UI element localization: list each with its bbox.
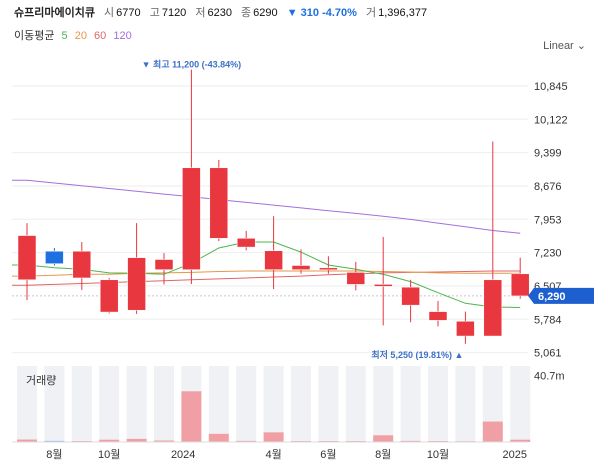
x-tick-label: 8월 <box>46 448 62 461</box>
y-tick-label: 5,784 <box>534 314 562 326</box>
low-label: 저 <box>195 7 206 19</box>
current-price-tag <box>528 287 594 304</box>
volume-column-bg <box>17 366 37 442</box>
volume-title: 거래량 <box>26 375 57 387</box>
candle-body <box>99 279 119 313</box>
volume-column-bg <box>400 366 421 442</box>
y-tick-label: 10,845 <box>534 81 568 93</box>
volume-column-bg <box>208 366 229 442</box>
chart-header: 슈프리마에이치큐 시 6770 고 7120 저 6230 종 6290 ▼ 310 -… <box>0 0 600 58</box>
high-label: 고 <box>149 7 160 19</box>
volume-bar <box>400 440 421 442</box>
volume-bar <box>236 440 257 442</box>
x-tick-label: 6월 <box>320 448 336 461</box>
volume-column-bg <box>318 366 339 442</box>
volume-value: 1,396,377 <box>378 7 428 19</box>
y-tick-label: 8,676 <box>534 181 562 193</box>
candle-body <box>346 272 366 285</box>
y-tick-label: 7,230 <box>534 248 562 260</box>
min-price-annotation: 최저 5,250 (19.81%) ▲ <box>371 349 463 360</box>
volume-bar <box>181 391 202 442</box>
volume-bar <box>44 440 65 442</box>
volume-column-bg <box>99 366 120 442</box>
x-tick-label: 8월 <box>375 448 391 461</box>
candle-body <box>319 267 338 271</box>
stock-name: 슈프리마에이치큐 <box>14 7 95 19</box>
volume-column-bg <box>373 366 394 442</box>
candle-body <box>209 167 229 239</box>
volume-bar <box>482 421 503 442</box>
volume-column-bg <box>428 366 448 442</box>
low-value: 6230 <box>207 7 232 19</box>
candle-body <box>401 286 420 306</box>
max-price-annotation: ▼ 최고 11,200 (-43.84%) <box>142 59 242 70</box>
volume-column-bg <box>455 366 476 442</box>
chart-labels: 10,84510,1229,3998,6767,9537,2306,5075,7… <box>46 59 594 461</box>
candle-body <box>45 250 64 264</box>
price-grid <box>12 85 528 354</box>
moving-average-lines <box>12 179 521 308</box>
candle-body <box>510 273 530 297</box>
y-tick-label: 10,122 <box>534 114 568 126</box>
volume-column-bg <box>263 366 284 442</box>
volume-area <box>12 366 531 443</box>
ma20-label: 20 <box>74 30 87 42</box>
candle-body <box>456 321 475 337</box>
candle-body <box>428 311 448 321</box>
volume-bar <box>154 440 174 442</box>
x-tick-label: 4월 <box>265 448 281 461</box>
volume-column-bg <box>71 366 92 442</box>
y-tick-label: 5,061 <box>534 348 562 360</box>
x-tick-label: 2024 <box>171 449 195 461</box>
close-label: 종 <box>241 7 252 19</box>
ma60-label: 60 <box>94 30 107 42</box>
volume-bar <box>373 435 394 442</box>
ma5-label: 5 <box>61 30 68 42</box>
candle-body <box>72 250 92 279</box>
y-tick-label: 7,953 <box>534 214 562 226</box>
volume-bar <box>126 438 147 442</box>
volume-column-bg <box>154 366 174 442</box>
x-tick-label: 10월 <box>98 448 120 461</box>
volume-bar <box>208 433 229 442</box>
high-value: 7120 <box>161 7 187 19</box>
y-tick-label: 9,399 <box>534 148 562 160</box>
price-summary: 슈프리마에이치큐 시 6770 고 7120 저 6230 종 6290 ▼ 310 -… <box>14 4 433 20</box>
volume-column-bg <box>236 366 257 442</box>
candle-body <box>127 257 146 311</box>
open-label: 시 <box>104 7 115 19</box>
candle-body <box>264 250 283 270</box>
ma120-line <box>12 179 521 234</box>
scale-dropdown[interactable]: Linear ⌄ <box>543 40 586 52</box>
volume-column-bg <box>126 366 147 442</box>
candle-body <box>182 167 201 270</box>
candle-body <box>373 284 393 287</box>
candle-body <box>154 259 174 270</box>
ma-title: 이동평균 <box>14 30 55 42</box>
volume-column-bg <box>291 366 311 442</box>
volume-bar <box>510 439 531 442</box>
volume-bar <box>99 439 120 442</box>
current-price-label: 6,290 <box>538 291 566 303</box>
candle-body <box>483 279 503 337</box>
volume-column-bg <box>510 366 531 442</box>
x-tick-label: 2025 <box>502 449 526 461</box>
x-tick-label: 10월 <box>427 448 449 461</box>
change-value: ▼ 310 -4.70% <box>286 7 357 19</box>
volume-bar <box>263 432 284 442</box>
candle-body <box>291 265 311 270</box>
candles <box>17 69 530 344</box>
volume-scale-label: 40.7m <box>534 370 565 382</box>
close-value: 6290 <box>253 7 278 19</box>
ma120-label: 120 <box>113 30 132 42</box>
open-value: 6770 <box>116 7 141 19</box>
candle-body <box>236 238 256 248</box>
volume-bar <box>17 439 37 442</box>
volume-column-bg <box>44 366 65 442</box>
candle-body <box>17 235 37 281</box>
volume-label: 거 <box>366 7 377 19</box>
moving-average-legend[interactable]: 이동평균 5 20 60 120 <box>14 27 136 43</box>
volume-column-bg <box>345 366 366 442</box>
